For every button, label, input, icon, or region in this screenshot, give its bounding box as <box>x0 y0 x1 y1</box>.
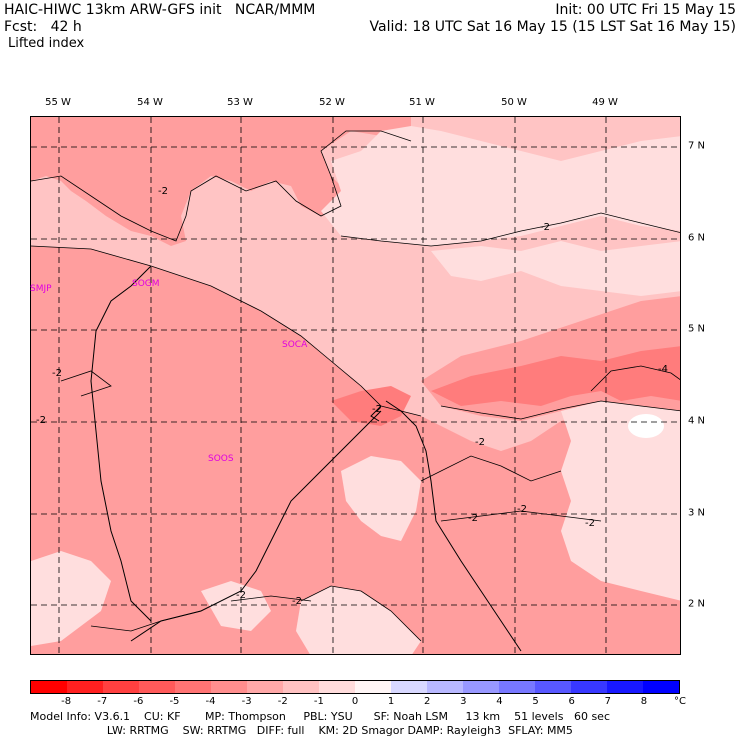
political-borders <box>90 265 522 652</box>
white-patch <box>628 414 664 438</box>
colorbar-tick-label: 1 <box>387 696 395 707</box>
colorbar-tick-label: -1 <box>313 696 324 707</box>
mid-shading-region <box>31 117 411 246</box>
contour-label: -2 <box>372 404 382 415</box>
light-region-west <box>31 551 111 646</box>
contour-label: -2 <box>468 513 478 524</box>
contour-label: -2 <box>36 415 46 426</box>
contour-label: -2 <box>540 222 550 233</box>
contour-label: -2 <box>475 437 485 448</box>
lat-label-6n: 6 N <box>688 232 706 244</box>
colorbar-tick-label: 8 <box>640 696 648 707</box>
contour-label: -2 <box>292 596 302 607</box>
colorbar-tick-label: -6 <box>133 696 144 707</box>
colorbar-swatch <box>391 681 427 693</box>
model-title: HAIC-HIWC 13km ARW-GFS init NCAR/MMM <box>4 2 316 18</box>
station-sogm: SOGM <box>132 279 160 289</box>
colorbar-swatch <box>499 681 535 693</box>
colorbar-swatch <box>427 681 463 693</box>
colorbar <box>30 680 680 694</box>
colorbar-swatch <box>103 681 139 693</box>
light-region-northeast <box>431 241 680 296</box>
model-info-line2: LW: RRTMG SW: RRTMG DIFF: full KM: 2D Sm… <box>30 724 573 737</box>
colorbar-tick-label: 0 <box>351 696 359 707</box>
colorbar-swatch <box>607 681 643 693</box>
colorbar-swatch <box>571 681 607 693</box>
colorbar-tick-label: -3 <box>241 696 252 707</box>
colorbar-swatch <box>643 681 679 693</box>
light-region-southeast <box>561 401 680 601</box>
colorbar-tick-label: 2 <box>424 696 431 707</box>
lifted-index-map <box>31 117 680 654</box>
contour-label: -2 <box>585 518 595 529</box>
mid-shading-land <box>31 246 680 654</box>
lon-label-49w: 49 W <box>592 97 618 108</box>
colorbar-swatch <box>535 681 571 693</box>
lat-label-3n: 3 N <box>688 507 706 519</box>
colorbar-swatch <box>211 681 247 693</box>
valid-time: Valid: 18 UTC Sat 16 May 15 (15 LST Sat … <box>369 19 736 35</box>
colorbar-tick-label: -8 <box>61 696 72 707</box>
forecast-hour: Fcst: 42 h <box>4 19 82 35</box>
lon-label-53w: 53 W <box>227 97 253 108</box>
colorbar-tick-label: 3 <box>460 696 467 707</box>
colorbar-unit: °C <box>674 696 686 707</box>
colorbar-tick-label: -2 <box>277 696 288 707</box>
model-info-line1: Model Info: V3.6.1 CU: KF MP: Thompson P… <box>30 710 610 723</box>
colorbar-tick-label: -7 <box>97 696 108 707</box>
colorbar-tick-label: 7 <box>604 696 611 707</box>
light-region-central <box>341 456 421 541</box>
colorbar-swatch <box>319 681 355 693</box>
light-region-south <box>296 586 421 654</box>
lat-label-5n: 5 N <box>688 323 706 335</box>
station-smjp: SMJP <box>30 284 52 294</box>
station-soca: SOCA <box>282 340 308 350</box>
field-name: Lifted index <box>8 36 85 51</box>
colorbar-swatch <box>355 681 391 693</box>
colorbar-swatch <box>175 681 211 693</box>
contour-label: -2 <box>236 590 246 601</box>
contour-label: -2 <box>517 504 527 515</box>
contour-label: -2 <box>158 186 168 197</box>
lon-label-50w: 50 W <box>501 97 527 108</box>
colorbar-swatch <box>247 681 283 693</box>
colorbar-tick-label: 4 <box>496 696 503 707</box>
lon-label-54w: 54 W <box>137 97 163 108</box>
station-soos: SOOS <box>208 454 234 464</box>
contour-label: -4 <box>658 364 668 375</box>
dark-shading-core <box>431 346 680 406</box>
lon-label-51w: 51 W <box>409 97 435 108</box>
lat-label-4n: 4 N <box>688 415 706 427</box>
colorbar-tick-label: -4 <box>205 696 216 707</box>
colorbar-swatch <box>31 681 67 693</box>
colorbar-tick-label: 5 <box>532 696 539 707</box>
colorbar-swatch <box>139 681 175 693</box>
colorbar-swatch <box>67 681 103 693</box>
lat-label-7n: 7 N <box>688 140 706 152</box>
map-panel <box>30 116 681 655</box>
contour-label: -2 <box>52 368 62 379</box>
lat-lon-grid <box>31 117 680 654</box>
colorbar-swatch <box>283 681 319 693</box>
init-time: Init: 00 UTC Fri 15 May 15 <box>555 2 736 18</box>
colorbar-tick-label: 6 <box>568 696 575 707</box>
dark-shading-patch <box>331 386 411 426</box>
lon-label-55w: 55 W <box>45 97 71 108</box>
lat-label-2n: 2 N <box>688 598 706 610</box>
light-region-southwest <box>201 581 271 631</box>
lon-label-52w: 52 W <box>319 97 345 108</box>
colorbar-tick-label: -5 <box>169 696 180 707</box>
colorbar-swatch <box>463 681 499 693</box>
